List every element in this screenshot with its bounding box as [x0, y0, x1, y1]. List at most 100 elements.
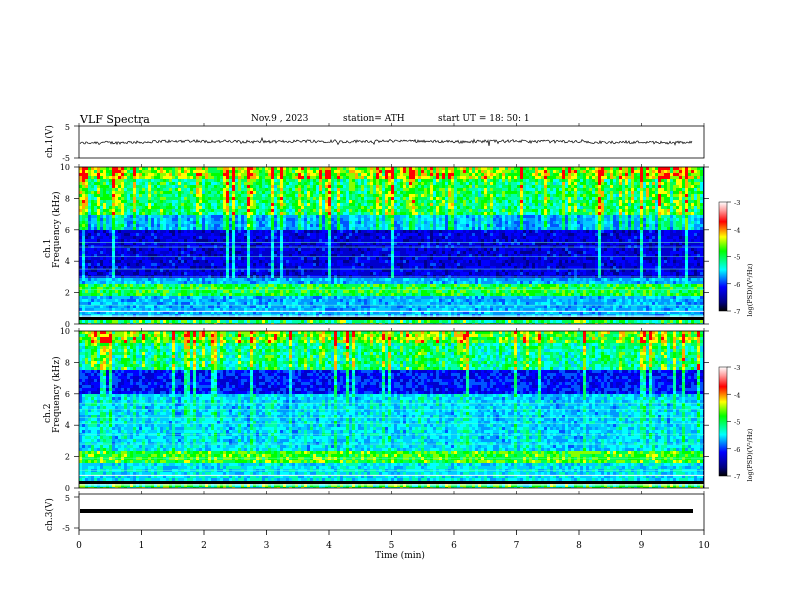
spectrogram-cell — [220, 245, 223, 248]
spectrogram-cell — [103, 302, 106, 305]
spectrogram-cell — [115, 185, 118, 188]
spectrogram-cell — [298, 176, 301, 179]
spectrogram-cell — [307, 263, 310, 266]
spectrogram-cell — [94, 215, 97, 218]
spectrogram-cell — [136, 215, 139, 218]
spectrogram-cell — [349, 275, 352, 278]
spectrogram-cell — [313, 200, 316, 203]
spectrogram-cell — [244, 296, 247, 299]
spectrogram-cell — [139, 260, 142, 263]
spectrogram-cell — [208, 296, 211, 299]
spectrogram-cell — [208, 206, 211, 209]
spectrogram-cell — [241, 281, 244, 284]
spectrogram-cell — [121, 290, 124, 293]
spectrogram-cell — [256, 266, 259, 269]
spectrogram-cell — [154, 248, 157, 251]
spectrogram-cell — [313, 188, 316, 191]
spectrogram-cell — [88, 251, 91, 254]
spectrogram-cell — [163, 311, 166, 314]
spectrogram-cell — [271, 302, 274, 305]
spectrogram-cell — [139, 290, 142, 293]
spectrogram-cell — [115, 191, 118, 194]
spectrogram-cell — [94, 230, 97, 233]
spectrogram-cell — [133, 281, 136, 284]
spectrogram-cell — [100, 308, 103, 311]
spectrogram-cell — [247, 296, 250, 299]
spectrogram-cell — [127, 194, 130, 197]
spectrogram-cell — [121, 221, 124, 224]
spectrogram-cell — [97, 218, 100, 221]
spectrogram-cell — [322, 311, 325, 314]
spectrogram-cell — [139, 233, 142, 236]
spectrogram-cell — [307, 197, 310, 200]
spectrogram-cell — [106, 206, 109, 209]
spectrogram-cell — [151, 197, 154, 200]
spectrogram-cell — [358, 299, 361, 302]
spectrogram-cell — [325, 281, 328, 284]
spectrogram-cell — [241, 320, 244, 323]
spectrogram-cell — [106, 272, 109, 275]
spectrogram-cell — [250, 236, 253, 239]
spectrogram-cell — [262, 200, 265, 203]
spectrogram-cell — [196, 167, 199, 170]
spectrogram-cell — [268, 254, 271, 257]
spectrogram-cell — [271, 245, 274, 248]
spectrogram-cell — [163, 179, 166, 182]
spectrogram-cell — [94, 308, 97, 311]
spectrogram-cell — [277, 266, 280, 269]
spectrogram-cell — [232, 311, 235, 314]
spectrogram-cell — [319, 308, 322, 311]
spectrogram-cell — [88, 254, 91, 257]
spectrogram-cell — [238, 188, 241, 191]
spectrogram-cell — [265, 305, 268, 308]
spectrogram-cell — [325, 182, 328, 185]
spectrogram-cell — [85, 281, 88, 284]
spectrogram-cell — [133, 311, 136, 314]
spectrogram-cell — [79, 227, 82, 230]
spectrogram-cell — [235, 254, 238, 257]
spectrogram-cell — [181, 170, 184, 173]
spectrogram-cell — [220, 188, 223, 191]
spectrogram-cell — [322, 248, 325, 251]
spectrogram-cell — [82, 203, 85, 206]
spectrogram-cell — [124, 245, 127, 248]
spectrogram-cell — [268, 311, 271, 314]
spectrogram-cell — [196, 173, 199, 176]
spectrogram-cell — [130, 284, 133, 287]
spectrogram-cell — [337, 284, 340, 287]
spectrogram-cell — [121, 248, 124, 251]
spectrogram-cell — [352, 218, 355, 221]
spectrogram-cell — [325, 257, 328, 260]
spectrogram-cell — [118, 302, 121, 305]
spectrogram-cell — [136, 167, 139, 170]
spectrogram-cell — [208, 191, 211, 194]
spectrogram-cell — [139, 293, 142, 296]
spectrogram-cell — [325, 233, 328, 236]
spectrogram-cell — [145, 188, 148, 191]
spectrogram-cell — [229, 275, 232, 278]
spectrogram-cell — [166, 296, 169, 299]
spectrogram-cell — [298, 200, 301, 203]
spectrogram-cell — [358, 242, 361, 245]
spectrogram-cell — [127, 206, 130, 209]
spectrogram-cell — [298, 215, 301, 218]
spectrogram-cell — [211, 212, 214, 215]
spectrogram-cell — [112, 227, 115, 230]
spectrogram-cell — [97, 173, 100, 176]
spectrogram-cell — [79, 269, 82, 272]
spectrogram-cell — [355, 269, 358, 272]
spectrogram-cell — [226, 218, 229, 221]
spectrogram-cell — [307, 176, 310, 179]
spectrogram-cell — [142, 251, 145, 254]
spectrogram-cell — [124, 224, 127, 227]
spectrogram-cell — [133, 230, 136, 233]
spectrogram-cell — [247, 269, 250, 272]
spectrogram-cell — [343, 209, 346, 212]
spectrogram-cell — [103, 203, 106, 206]
spectrogram-cell — [265, 311, 268, 314]
spectrogram-cell — [91, 236, 94, 239]
spectrogram-cell — [217, 314, 220, 317]
spectrogram-cell — [268, 170, 271, 173]
spectrogram-cell — [301, 287, 304, 290]
spectrogram-cell — [274, 170, 277, 173]
